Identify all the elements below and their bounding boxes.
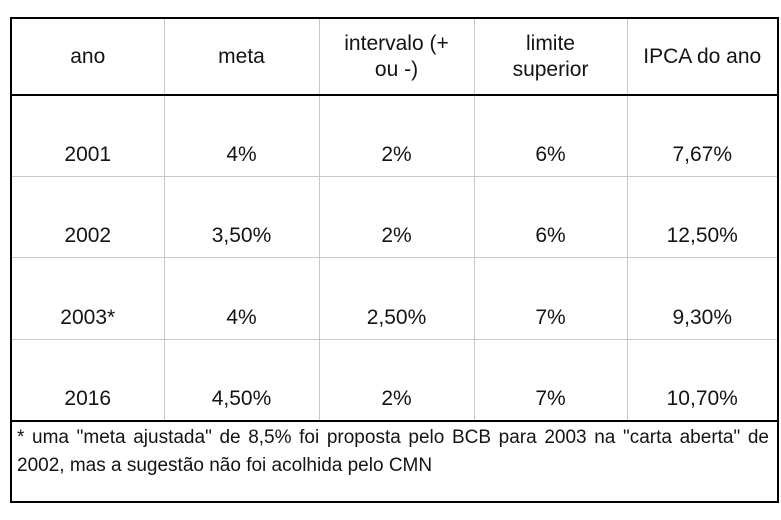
cell-intervalo: 2% — [319, 95, 475, 177]
cell-limite-superior: 6% — [474, 95, 628, 177]
header-cell-ipca-do-ano: IPCA do ano — [627, 18, 778, 96]
cell-ipca: 9,30% — [627, 257, 778, 340]
cell-ipca: 10,70% — [627, 339, 778, 422]
header-cell-limite-superior: limite superior — [474, 18, 628, 96]
table-row-2016: 2016 4,50% 2% 7% 10,70% — [11, 339, 778, 422]
cell-intervalo: 2% — [319, 176, 475, 259]
cell-ano: 2016 — [11, 339, 165, 422]
footnote-line-1: * uma "meta ajustada" de 8,5% foi propos… — [17, 426, 769, 448]
cell-ano: 2001 — [11, 95, 165, 177]
header-cell-meta: meta — [164, 18, 320, 96]
cell-limite-superior: 6% — [474, 176, 628, 259]
cell-ano: 2003* — [11, 257, 165, 340]
cell-limite-superior: 7% — [474, 339, 628, 422]
footnote-cell: * uma "meta ajustada" de 8,5% foi propos… — [11, 421, 778, 502]
table-row-2002: 2002 3,50% 2% 6% 12,50% — [11, 176, 778, 259]
header-row: ano meta intervalo (+ ou -) limite super… — [11, 18, 778, 96]
cell-ano: 2002 — [11, 176, 165, 259]
table-row-2003: 2003* 4% 2,50% 7% 9,30% — [11, 257, 778, 340]
header-cell-intervalo: intervalo (+ ou -) — [319, 18, 475, 96]
header-cell-ano: ano — [11, 18, 165, 96]
cell-intervalo: 2,50% — [319, 257, 475, 340]
footnote-line-2: 2002, mas a sugestão não foi acolhida pe… — [17, 454, 433, 476]
cell-ipca: 12,50% — [627, 176, 778, 259]
cell-limite-superior: 7% — [474, 257, 628, 340]
cell-ipca: 7,67% — [627, 95, 778, 177]
cell-meta: 4,50% — [164, 339, 320, 422]
cell-meta: 3,50% — [164, 176, 320, 259]
footnote-row: * uma "meta ajustada" de 8,5% foi propos… — [11, 421, 778, 502]
cell-meta: 4% — [164, 257, 320, 340]
inflation-targets-table: ano meta intervalo (+ ou -) limite super… — [10, 17, 779, 503]
table-row-2001: 2001 4% 2% 6% 7,67% — [11, 95, 778, 177]
cell-intervalo: 2% — [319, 339, 475, 422]
cell-meta: 4% — [164, 95, 320, 177]
